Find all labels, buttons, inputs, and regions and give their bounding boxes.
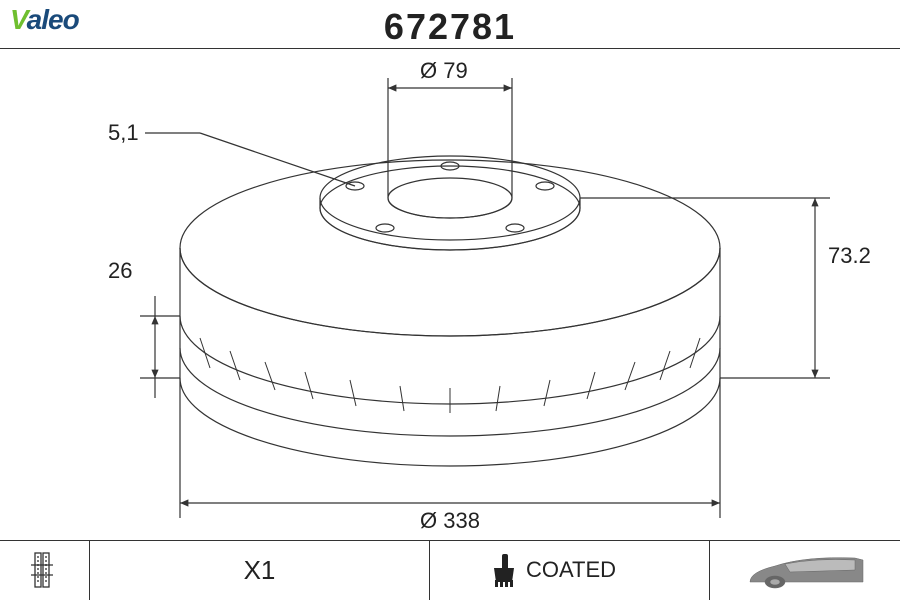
rotor-side-icon <box>15 550 75 590</box>
dim-rotor-thickness: 26 <box>108 258 132 284</box>
car-front-icon <box>745 550 865 590</box>
footer-cell-coated: COATED <box>430 540 710 600</box>
dim-bolt-hole: 5,1 <box>108 120 139 146</box>
footer-cell-car <box>710 540 900 600</box>
dim-outer-diameter: Ø 338 <box>420 508 480 534</box>
dim-hub-diameter: Ø 79 <box>420 58 468 84</box>
brush-icon <box>480 552 520 588</box>
footer-cell-icon <box>0 540 90 600</box>
part-number: 672781 <box>384 6 516 48</box>
header: Valeo 672781 <box>0 0 900 48</box>
footer-cell-qty: X1 <box>90 540 430 600</box>
coated-label: COATED <box>526 557 616 583</box>
technical-drawing: Ø 79 5,1 26 73.2 Ø 338 <box>0 48 900 540</box>
valeo-logo: Valeo <box>10 4 79 36</box>
logo-aleo: aleo <box>27 4 79 35</box>
quantity-label: X1 <box>244 555 276 586</box>
dim-overall-height: 73.2 <box>828 243 871 269</box>
footer: X1 COATED <box>0 540 900 600</box>
logo-v: V <box>10 4 27 35</box>
